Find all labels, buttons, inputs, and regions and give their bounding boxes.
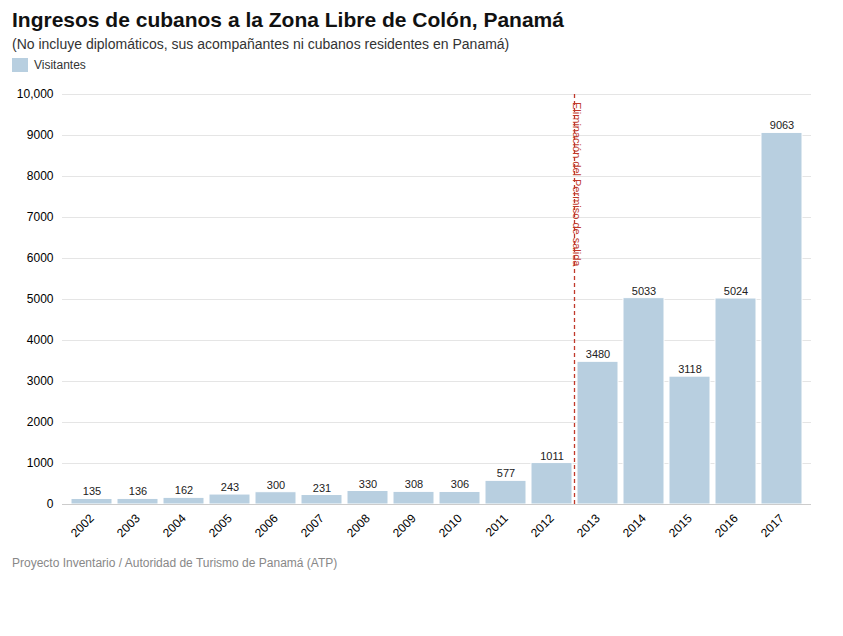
svg-text:2008: 2008 bbox=[344, 511, 373, 540]
svg-text:3000: 3000 bbox=[27, 374, 54, 388]
svg-text:5000: 5000 bbox=[27, 292, 54, 306]
svg-text:2016: 2016 bbox=[712, 511, 741, 540]
svg-text:2012: 2012 bbox=[528, 511, 557, 540]
svg-text:5033: 5033 bbox=[632, 285, 656, 297]
svg-text:308: 308 bbox=[405, 478, 423, 490]
svg-text:243: 243 bbox=[221, 481, 239, 493]
svg-text:6000: 6000 bbox=[27, 251, 54, 265]
svg-text:300: 300 bbox=[267, 479, 285, 491]
html-text:Ingresos de cubanos a la Zona: Ingresos de cubanos a la Zona Libre de C… bbox=[12, 8, 564, 31]
svg-text:330: 330 bbox=[359, 477, 377, 489]
svg-text:135: 135 bbox=[83, 485, 101, 497]
svg-text:2009: 2009 bbox=[390, 511, 419, 540]
svg-text:2006: 2006 bbox=[252, 511, 281, 540]
svg-text:7000: 7000 bbox=[27, 210, 54, 224]
svg-text:2005: 2005 bbox=[206, 511, 235, 540]
svg-text:1000: 1000 bbox=[27, 456, 54, 470]
svg-text:2002: 2002 bbox=[68, 511, 97, 540]
html-text:Visitantes: Visitantes bbox=[34, 58, 86, 72]
svg-text:8000: 8000 bbox=[27, 169, 54, 183]
svg-text:4000: 4000 bbox=[27, 333, 54, 347]
svg-text:2011: 2011 bbox=[483, 511, 511, 539]
svg-text:5024: 5024 bbox=[724, 285, 748, 297]
svg-text:136: 136 bbox=[129, 485, 147, 497]
svg-text:2010: 2010 bbox=[436, 511, 465, 540]
svg-text:0: 0 bbox=[47, 497, 54, 511]
svg-text:1011: 1011 bbox=[540, 450, 564, 462]
svg-text:2017: 2017 bbox=[758, 511, 787, 540]
svg-text:577: 577 bbox=[497, 467, 515, 479]
svg-text:2013: 2013 bbox=[574, 511, 603, 540]
svg-text:2004: 2004 bbox=[160, 511, 189, 540]
svg-text:3118: 3118 bbox=[678, 363, 702, 375]
svg-text:2014: 2014 bbox=[620, 511, 649, 540]
svg-text:9063: 9063 bbox=[770, 119, 794, 131]
svg-text:2007: 2007 bbox=[298, 511, 327, 540]
svg-text:2003: 2003 bbox=[114, 511, 143, 540]
svg-text:10,000: 10,000 bbox=[17, 87, 54, 101]
svg-text:306: 306 bbox=[451, 478, 469, 490]
svg-text:162: 162 bbox=[175, 484, 193, 496]
html-text:(No incluye diplomáticos, sus: (No incluye diplomáticos, sus acompañant… bbox=[12, 36, 510, 52]
svg-text:3480: 3480 bbox=[586, 348, 610, 360]
html-text:Proyecto Inventario / Autorida: Proyecto Inventario / Autoridad de Turis… bbox=[12, 556, 338, 570]
svg-text:2015: 2015 bbox=[666, 511, 695, 540]
svg-text:Eliminación del Permiso de sal: Eliminación del Permiso de salida bbox=[571, 102, 583, 267]
svg-text:231: 231 bbox=[313, 482, 331, 494]
svg-text:2000: 2000 bbox=[27, 415, 54, 429]
svg-text:9000: 9000 bbox=[27, 128, 54, 142]
